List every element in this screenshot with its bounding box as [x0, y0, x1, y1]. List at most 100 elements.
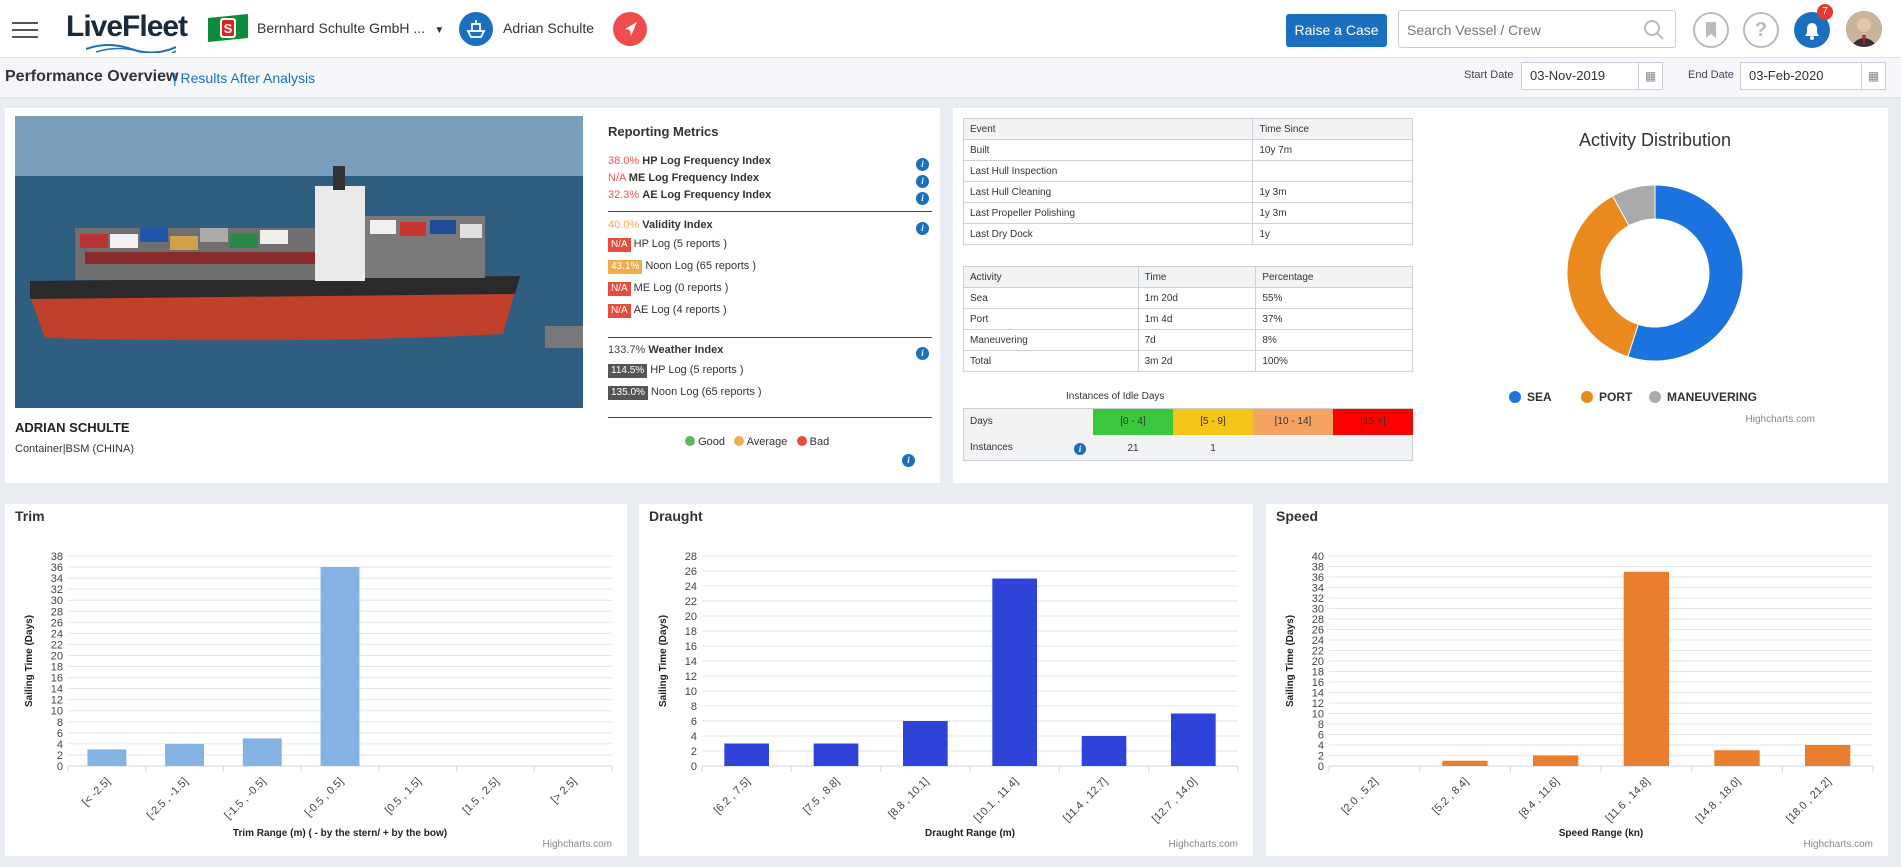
y-tick-label: 10	[1312, 709, 1324, 721]
y-tick-label: 18	[685, 626, 697, 638]
weather-pct: 133.7%	[608, 344, 646, 356]
x-tick-label: [0.5 , 1.5]	[383, 776, 424, 817]
y-tick-label: 12	[685, 671, 697, 683]
notification-badge: 7	[1817, 4, 1833, 20]
start-date-field[interactable]: 03-Nov-2019 ▦	[1521, 62, 1663, 90]
donut-slice-port	[1566, 195, 1639, 358]
info-icon[interactable]: i	[902, 454, 915, 467]
y-tick-label: 28	[685, 551, 697, 563]
y-tick-label: 26	[685, 566, 697, 578]
info-icon[interactable]: i	[916, 222, 929, 235]
bar	[1533, 755, 1579, 766]
activity-cell: 3m 2d	[1137, 350, 1257, 372]
info-icon[interactable]: i	[1074, 443, 1086, 455]
raise-case-button[interactable]: Raise a Case	[1286, 14, 1387, 47]
validity-hp-tag: N/A	[608, 238, 631, 252]
chevron-down-icon: ▼	[434, 25, 445, 36]
search-icon[interactable]	[1643, 19, 1665, 41]
bookmark-icon[interactable]	[1693, 12, 1729, 48]
idle-range-cell: [0 - 4]	[1093, 409, 1173, 435]
activity-cell: 100%	[1255, 350, 1413, 372]
activity-cell: 1m 20d	[1137, 287, 1257, 309]
x-tick-label: [11.4 , 12.7]	[1061, 776, 1110, 825]
start-date-label: Start Date	[1464, 69, 1514, 81]
bar	[724, 743, 769, 766]
calendar-icon[interactable]: ▦	[1861, 63, 1885, 89]
divider	[608, 211, 932, 212]
highcharts-credit: Highcharts.com	[543, 839, 612, 850]
y-tick-label: 24	[51, 628, 63, 640]
info-icon[interactable]: i	[916, 175, 929, 188]
navigate-icon[interactable]	[613, 12, 647, 46]
validity-pct: 40.0%	[608, 219, 640, 231]
validity-hp-row: N/A HP Log (5 reports )	[608, 236, 727, 253]
ship-icon[interactable]	[459, 12, 493, 46]
validity-me-row: N/A ME Log (0 reports )	[608, 280, 728, 297]
validity-ae-tag: N/A	[608, 304, 631, 318]
idle-counts: 21 1	[1093, 436, 1413, 461]
y-tick-label: 24	[1312, 635, 1324, 647]
menu-icon[interactable]	[12, 17, 38, 43]
y-tick-label: 14	[685, 656, 697, 668]
notification-bell-icon[interactable]	[1794, 12, 1830, 48]
logo-text: LiveFleet	[66, 10, 188, 43]
validity-noon-tag: 43.1%	[608, 260, 643, 274]
y-tick-label: 14	[51, 684, 63, 696]
y-tick-label: 22	[685, 596, 697, 608]
divider	[608, 417, 932, 418]
info-icon[interactable]: i	[916, 158, 929, 171]
legend-dot-icon	[1649, 391, 1661, 403]
events-header-cell: Time Since	[1252, 118, 1413, 140]
weather-hp-text: HP Log (5 reports )	[650, 364, 744, 376]
hp-frequency-pct: 38.0%	[608, 155, 640, 167]
vessel-card-name: ADRIAN SCHULTE	[15, 420, 130, 435]
info-icon[interactable]: i	[916, 192, 929, 205]
info-icon[interactable]: i	[916, 347, 929, 360]
y-tick-label: 0	[57, 761, 63, 773]
help-icon[interactable]: ?	[1743, 12, 1779, 48]
company-name: Bernhard Schulte GmbH ...	[257, 20, 426, 36]
validity-me-tag: N/A	[608, 282, 631, 296]
bar	[813, 743, 859, 766]
page-subtitle[interactable]: | Results After Analysis	[173, 70, 316, 86]
legend-bad: Bad	[809, 436, 830, 448]
me-frequency-row: N/A ME Log Frequency Index	[608, 170, 759, 187]
vessel-name[interactable]: Adrian Schulte	[503, 20, 595, 36]
ae-frequency-row: 32.3% AE Log Frequency Index	[608, 187, 771, 204]
y-tick-label: 8	[1318, 719, 1324, 731]
activity-header-cell: Activity	[963, 266, 1139, 288]
weather-hp-row: 114.5% HP Log (5 reports )	[608, 362, 744, 379]
y-axis-title: Sailing Time (Days)	[24, 615, 35, 707]
calendar-icon[interactable]: ▦	[1638, 63, 1662, 89]
y-tick-label: 18	[1312, 667, 1324, 679]
y-tick-label: 4	[1318, 740, 1324, 752]
weather-noon-tag: 135.0%	[608, 386, 648, 400]
events-row: Last Hull Inspection	[962, 160, 1413, 182]
company-selector[interactable]: Bernhard Schulte GmbH ... ▼	[257, 20, 444, 36]
x-axis-title: Speed Range (kn)	[1559, 828, 1643, 839]
avatar[interactable]	[1846, 11, 1882, 47]
search-input[interactable]	[1407, 20, 1637, 40]
validity-label: Validity Index	[642, 219, 713, 231]
y-tick-label: 30	[1312, 604, 1324, 616]
end-date-value: 03-Feb-2020	[1749, 68, 1824, 83]
x-tick-label: [6.2 , 7.5]	[712, 776, 753, 817]
weather-hp-tag: 114.5%	[608, 364, 648, 378]
average-dot-icon	[734, 436, 745, 446]
y-tick-label: 2	[691, 746, 697, 758]
x-tick-label: [7.5 , 8.8]	[801, 776, 842, 817]
logo[interactable]: LiveFleet	[66, 10, 188, 53]
x-tick-label: [18.0 , 21.2]	[1784, 776, 1834, 826]
legend-dot-icon	[1581, 391, 1593, 403]
x-tick-label: [1.5 , 2.5]	[461, 776, 502, 817]
y-tick-label: 32	[51, 584, 63, 596]
svg-text:S: S	[224, 21, 233, 36]
activity-cell: Total	[963, 350, 1139, 372]
end-date-field[interactable]: 03-Feb-2020 ▦	[1740, 62, 1886, 90]
sub-bar: Performance Overview | Results After Ana…	[0, 58, 1901, 98]
speed-chart-panel: Speed 0 2 4 6 8 10 12 14 16 18 20 22 24 26 28 30 32 34 36 38…	[1266, 504, 1888, 856]
x-tick-label: [12.7 , 14.0]	[1150, 776, 1200, 826]
legend-average: Average	[746, 436, 788, 448]
vessel-photo	[15, 116, 583, 408]
activity-panel: Event Time Since Built 10y 7m Last Hull Insp…	[953, 108, 1888, 483]
